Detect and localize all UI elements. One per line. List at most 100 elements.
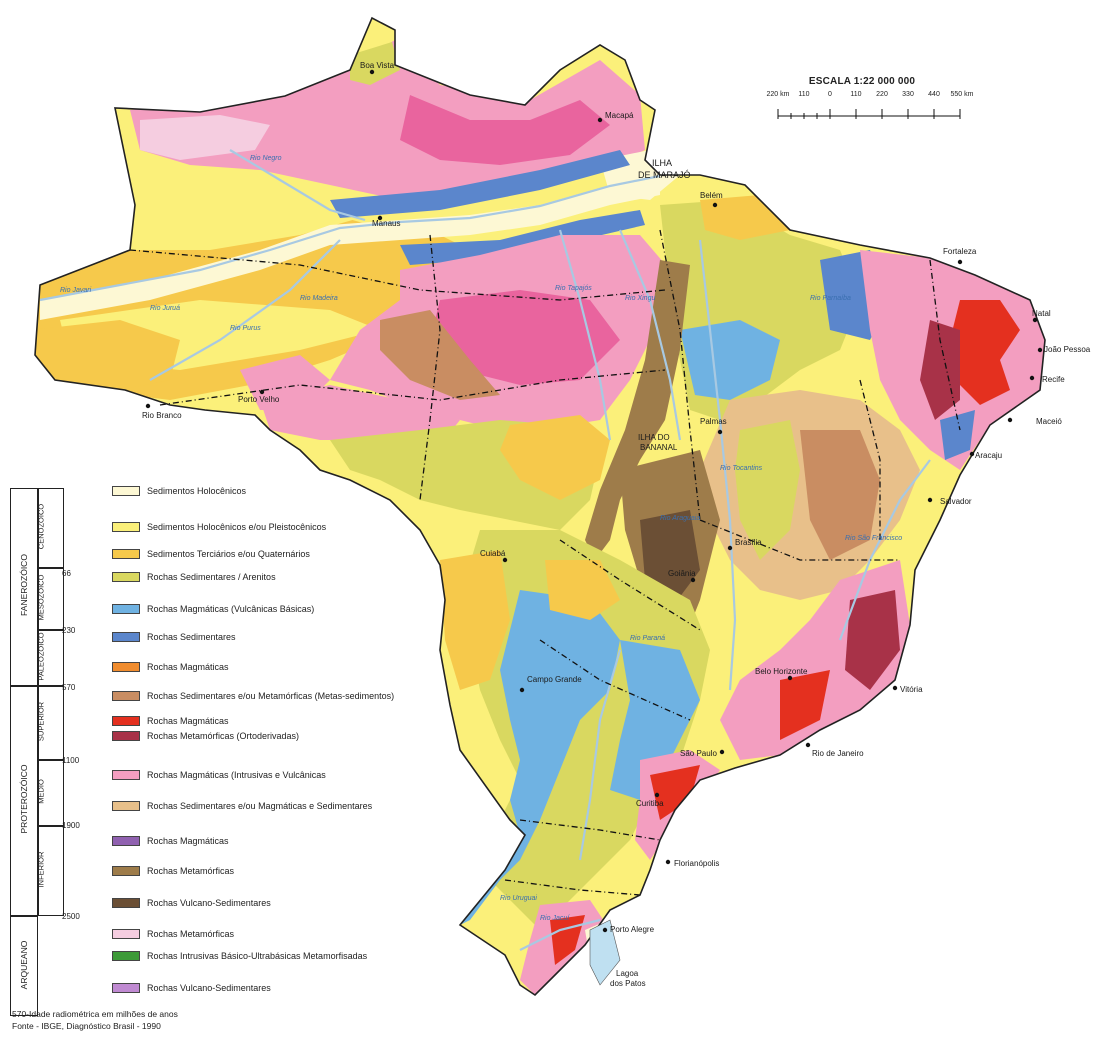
legend-item: Sedimentos Holocênicos e/ou Pleistocênic…	[112, 522, 326, 532]
label-lagoa-1: Lagoa	[616, 969, 639, 978]
map-footer: 570-Idade radiométrica em milhões de ano…	[12, 1008, 178, 1032]
label-belem: Belém	[700, 191, 723, 200]
label-river-parnaiba: Rio Parnaíba	[810, 295, 851, 302]
legend-item: Rochas Metamórficas	[112, 929, 234, 939]
label-porto-velho: Porto Velho	[238, 395, 280, 404]
legend-swatch	[112, 836, 140, 846]
label-lagoa-2: dos Patos	[610, 979, 646, 988]
legend-label: Rochas Metamórficas	[147, 866, 235, 876]
scale-tick: 110	[850, 91, 862, 98]
label-boa-vista: Boa Vista	[360, 61, 395, 70]
legend-item: Rochas Vulcano-Sedimentares	[112, 898, 271, 908]
legend-item: Rochas Magmáticas	[112, 836, 229, 846]
city-dot-joao-pessoa	[1037, 347, 1043, 353]
lagoa-dos-patos	[589, 919, 621, 986]
scale-tick: 440	[928, 91, 940, 98]
unit-sergipe	[940, 410, 975, 460]
legend-swatch	[112, 929, 140, 939]
legend-swatch	[112, 731, 140, 741]
label-river-xingu: Rio Xingu	[625, 295, 655, 302]
state-boundaries	[129, 229, 961, 896]
unit-rondonia	[240, 355, 330, 410]
legend-label: Rochas Intrusivas Básico-Ultrabásicas Me…	[147, 951, 368, 961]
city-dot-natal	[1032, 317, 1038, 323]
city-dot-curitiba	[654, 792, 660, 798]
city-dot-sao-paulo	[719, 749, 725, 755]
unit-borborema-magmatic	[950, 300, 1020, 405]
city-dot-porto-velho	[259, 389, 265, 395]
legend-item: Sedimentos Holocênicos	[112, 486, 246, 496]
legend-swatch	[112, 549, 140, 559]
legend-swatch	[112, 801, 140, 811]
unit-guiana-arqueano	[140, 115, 270, 160]
legend-label: Rochas Sedimentares e/ou Magmáticas e Se…	[147, 801, 373, 811]
era-box-paleozoico	[38, 630, 64, 686]
legend-label: Sedimentos Holocênicos	[147, 486, 247, 496]
legend-label: Rochas Metamórficas (Ortoderivadas)	[147, 731, 300, 741]
legend-label: Sedimentos Terciários e/ou Quaternários	[147, 549, 310, 559]
legend-item: Rochas Sedimentares e/ou Magmáticas e Se…	[112, 801, 372, 811]
unit-sul-magmatic	[550, 915, 585, 965]
label-macapa: Macapá	[605, 111, 634, 120]
eon-label-fanerozoico: FANEROZÓICO	[19, 554, 29, 616]
label-river-purus: Rio Purus	[230, 325, 261, 332]
unit-ribeira-magmatic	[650, 765, 700, 820]
era-label-medio: MÉDIO	[36, 779, 46, 804]
city-dot-macapa	[597, 117, 603, 123]
unit-xingu-terciario	[500, 415, 610, 500]
city-dot-palmas	[717, 429, 723, 435]
scale-tick: 220	[876, 91, 888, 98]
label-goiania: Goiânia	[668, 569, 696, 578]
age-1100: 1100	[62, 756, 80, 765]
label-river-araguaia: Rio Araguaia	[660, 515, 700, 522]
legend-label: Rochas Vulcano-Sedimentares	[147, 898, 271, 908]
legend-item: Sedimentos Terciários e/ou Quaternários	[112, 549, 310, 559]
city-dot-rio-branco	[145, 403, 151, 409]
label-river-jurua: Rio Juruá	[150, 305, 180, 312]
age-1900: 1900	[62, 821, 80, 830]
city-dot-recife	[1029, 375, 1035, 381]
legend-label: Rochas Sedimentares / Arenitos	[147, 572, 276, 582]
city-dot-florianopolis	[665, 859, 671, 865]
label-river-sao-francisco: Rio São Francisco	[845, 535, 902, 542]
city-dot-aracaju	[969, 451, 975, 457]
eon-box-proterozoico	[10, 686, 38, 916]
scale-block: ESCALA 1:22 000 000 220 km 110 0 110 220…	[752, 76, 974, 103]
age-2500: 2500	[62, 912, 80, 921]
unit-acre	[35, 320, 180, 390]
unit-pantanal	[440, 550, 510, 690]
time-scale-column: FANEROZÓICO PROTEROZÓICO ARQUEANO CENOZÓ…	[10, 488, 66, 1016]
label-river-javari: Rio Javari	[60, 287, 92, 294]
legend-label: Rochas Metamórficas	[147, 929, 235, 939]
label-rio-branco: Rio Branco	[142, 411, 182, 420]
legend-label: Sedimentos Holocênicos e/ou Pleistocênic…	[147, 522, 327, 532]
legend-item: Rochas Metamórficas	[112, 866, 234, 876]
unit-central-dark	[430, 290, 620, 385]
label-rio: Rio de Janeiro	[812, 749, 864, 758]
label-river-uruguai: Rio Uruguai	[500, 895, 537, 902]
age-66: 66	[62, 569, 71, 578]
legend-item: Rochas Vulcano-Sedimentares	[112, 983, 271, 993]
unit-bambui	[735, 420, 800, 560]
unit-amazon-paleozoic-s	[400, 210, 645, 265]
legend-swatch	[112, 572, 140, 582]
unit-central-meta	[380, 310, 500, 400]
label-belo-horizonte: Belo Horizonte	[755, 667, 808, 676]
era-label-paleozoico: PALEOZÓICO	[36, 632, 46, 681]
age-570: 570	[62, 683, 76, 692]
unit-pantanal-edge	[545, 560, 620, 620]
legend-swatch	[112, 632, 140, 642]
era-box-mesozoico	[38, 568, 64, 630]
eon-label-arqueano: ARQUEANO	[19, 940, 29, 990]
label-river-jacui: Rio Jacuí	[540, 915, 570, 922]
legend-swatch	[112, 522, 140, 532]
label-river-negro: Rio Negro	[250, 155, 282, 162]
era-box-superior	[38, 686, 64, 760]
city-dot-boa-vista	[369, 69, 375, 75]
label-maceio: Maceió	[1036, 417, 1062, 426]
city-dot-manaus	[377, 215, 383, 221]
footer-age-note: 570-Idade radiométrica em milhões de ano…	[12, 1009, 178, 1019]
eon-box-fanerozoico	[10, 488, 38, 686]
unit-borborema-ortho	[920, 320, 960, 420]
scale-bar	[777, 109, 961, 119]
